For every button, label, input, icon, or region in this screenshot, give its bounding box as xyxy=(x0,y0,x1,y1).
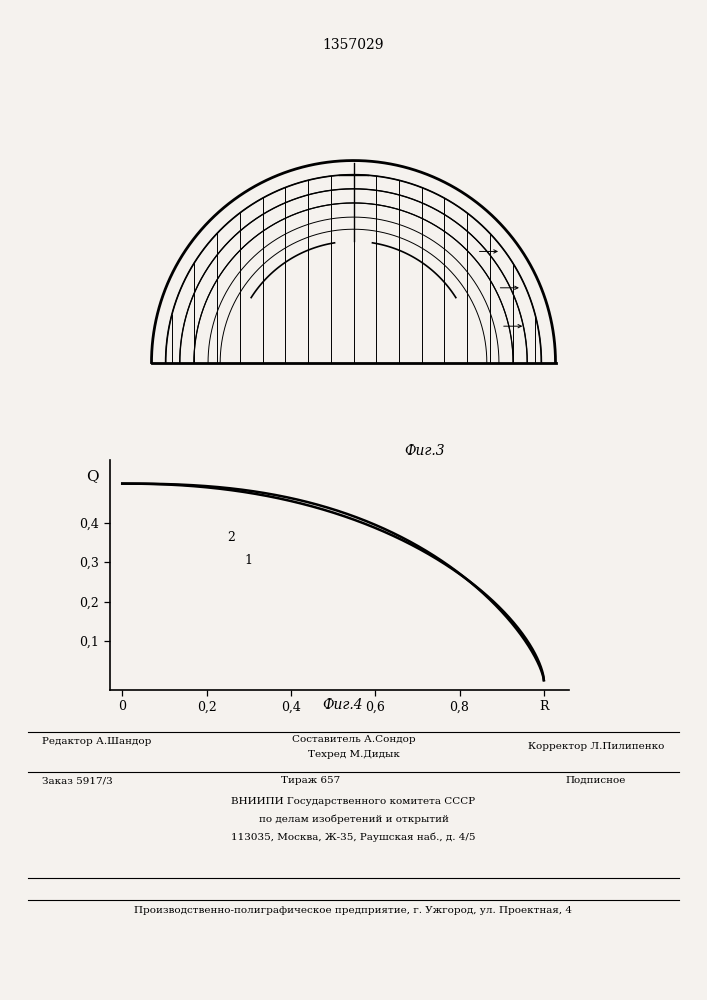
Text: по делам изобретений и открытий: по делам изобретений и открытий xyxy=(259,815,448,824)
Text: Корректор Л.Пилипенко: Корректор Л.Пилипенко xyxy=(528,742,665,751)
Text: 113035, Москва, Ж-35, Раушская наб., д. 4/5: 113035, Москва, Ж-35, Раушская наб., д. … xyxy=(231,833,476,842)
Text: ВНИИПИ Государственного комитета СССР: ВНИИПИ Государственного комитета СССР xyxy=(231,797,476,806)
Text: Техред М.Дидык: Техред М.Дидык xyxy=(308,750,399,759)
Text: Заказ 5917/3: Заказ 5917/3 xyxy=(42,776,113,785)
Text: Редактор А.Шандор: Редактор А.Шандор xyxy=(42,737,152,746)
Text: Подписное: Подписное xyxy=(566,776,626,785)
Text: 2: 2 xyxy=(228,531,235,544)
Text: Q: Q xyxy=(86,469,99,483)
Text: 1: 1 xyxy=(245,554,252,567)
Text: 1357029: 1357029 xyxy=(323,38,384,52)
Text: Составитель А.Сондор: Составитель А.Сондор xyxy=(292,735,415,744)
Text: Фиг.4: Фиг.4 xyxy=(322,698,363,712)
Text: Тираж 657: Тираж 657 xyxy=(281,776,341,785)
Text: Фиг.3: Фиг.3 xyxy=(404,444,445,458)
Text: Производственно-полиграфическое предприятие, г. Ужгород, ул. Проектная, 4: Производственно-полиграфическое предприя… xyxy=(134,906,573,915)
